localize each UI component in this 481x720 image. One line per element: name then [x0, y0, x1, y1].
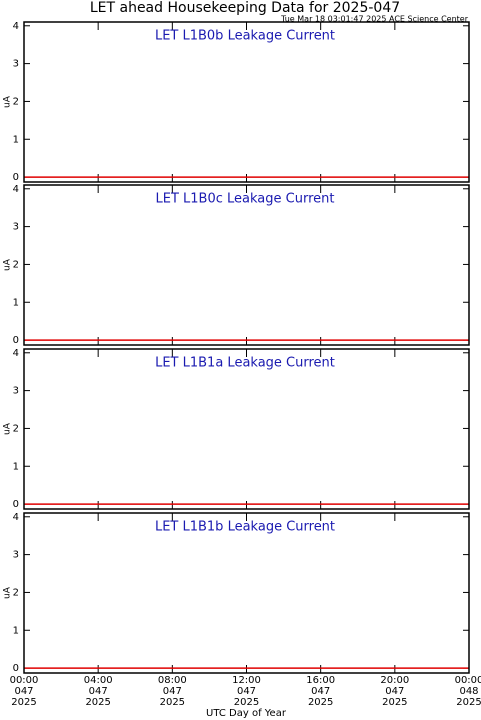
x-tick-label: 047 — [311, 686, 330, 697]
y-axis-label: uA — [3, 258, 13, 271]
x-tick-label: 047 — [89, 686, 108, 697]
plot-frame — [23, 184, 470, 346]
y-tick-label: 4 — [13, 21, 19, 32]
panel-title: LET L1B1a Leakage Current — [155, 356, 335, 371]
plot-frame — [23, 512, 470, 674]
x-tick-label: 2025 — [382, 697, 407, 708]
y-tick-label: 1 — [13, 134, 19, 145]
x-tick-label: 2025 — [160, 697, 185, 708]
y-axis-label: uA — [3, 422, 13, 435]
y-tick-label: 1 — [13, 461, 19, 472]
y-tick-label: 3 — [13, 386, 19, 397]
x-tick-label: 12:00 — [232, 675, 261, 686]
x-tick-label: 2025 — [85, 697, 110, 708]
y-tick-label: 3 — [13, 222, 19, 233]
y-axis-label: uA — [3, 95, 13, 108]
x-tick-label: 047 — [163, 686, 182, 697]
x-axis-label: UTC Day of Year — [206, 708, 287, 719]
x-tick-label: 2025 — [456, 697, 481, 708]
y-tick-label: 0 — [13, 663, 19, 674]
x-tick-label: 2025 — [234, 697, 259, 708]
y-tick-label: 2 — [13, 96, 19, 107]
x-tick-label: 04:00 — [84, 675, 113, 686]
y-tick-label: 2 — [13, 587, 19, 598]
y-tick-label: 3 — [13, 59, 19, 70]
y-tick-label: 4 — [13, 184, 19, 195]
y-tick-label: 0 — [13, 499, 19, 510]
y-tick-label: 0 — [13, 335, 19, 346]
panel-title: LET L1B0b Leakage Current — [155, 29, 335, 44]
panel-title: LET L1B1b Leakage Current — [155, 520, 335, 535]
y-tick-label: 4 — [13, 512, 19, 523]
x-tick-label: 047 — [237, 686, 256, 697]
x-tick-label: 047 — [385, 686, 404, 697]
y-tick-label: 2 — [13, 259, 19, 270]
figure-title: LET ahead Housekeeping Data for 2025-047 — [90, 0, 400, 16]
plot-frame — [23, 21, 470, 183]
y-axis-label: uA — [3, 586, 13, 599]
panel-title: LET L1B0c Leakage Current — [156, 192, 335, 207]
timestamp: Tue Mar 18 03:01:47 2025 ACE Science Cen… — [280, 15, 469, 24]
y-tick-label: 0 — [13, 172, 19, 183]
x-tick-label: 08:00 — [158, 675, 187, 686]
y-tick-label: 3 — [13, 550, 19, 561]
x-tick-label: 00:00 — [455, 675, 481, 686]
x-tick-label: 20:00 — [380, 675, 409, 686]
y-tick-label: 2 — [13, 423, 19, 434]
x-tick-label: 16:00 — [306, 675, 335, 686]
x-tick-label: 048 — [459, 686, 478, 697]
x-tick-label: 00:00 — [10, 675, 39, 686]
x-tick-label: 2025 — [11, 697, 36, 708]
x-tick-label: 2025 — [308, 697, 333, 708]
y-tick-label: 1 — [13, 297, 19, 308]
y-tick-label: 1 — [13, 625, 19, 636]
y-tick-label: 4 — [13, 348, 19, 359]
plot-frame — [23, 348, 470, 510]
x-tick-label: 047 — [14, 686, 33, 697]
